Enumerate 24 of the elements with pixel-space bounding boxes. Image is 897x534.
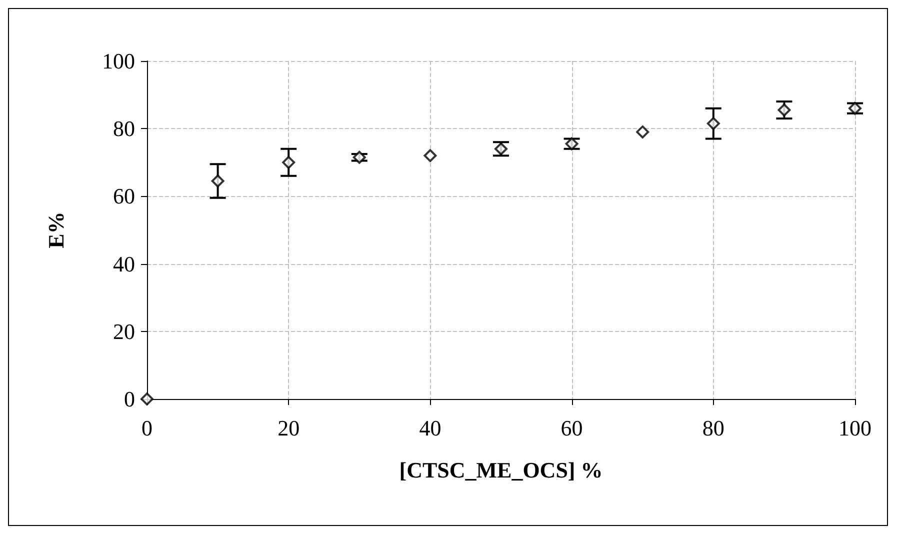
y-tick-label: 20	[113, 318, 135, 344]
point	[424, 149, 437, 162]
point	[778, 104, 791, 117]
y-tick-label: 0	[124, 386, 135, 412]
point	[706, 117, 720, 130]
x-tick-label: 20	[278, 416, 300, 440]
x-tick-label: 100	[838, 416, 872, 440]
y-tick-label: 100	[102, 48, 135, 74]
x-axis-title: [CTSC_ME_OCS] %	[399, 458, 603, 482]
y-axis-title: E%	[44, 212, 68, 248]
y-tick-label: 80	[113, 116, 135, 142]
x-tick-label: 40	[419, 416, 442, 440]
x-tick-label: 0	[142, 416, 152, 440]
y-tick-label: 60	[113, 184, 135, 209]
point	[140, 392, 154, 406]
x-tick-label: 80	[702, 416, 724, 440]
point	[211, 174, 224, 188]
point	[352, 150, 366, 164]
point	[636, 125, 650, 138]
point	[565, 137, 578, 150]
y-tick-label: 40	[113, 251, 135, 276]
point	[282, 156, 296, 169]
x-tick-label: 60	[560, 416, 583, 440]
point	[848, 102, 862, 115]
